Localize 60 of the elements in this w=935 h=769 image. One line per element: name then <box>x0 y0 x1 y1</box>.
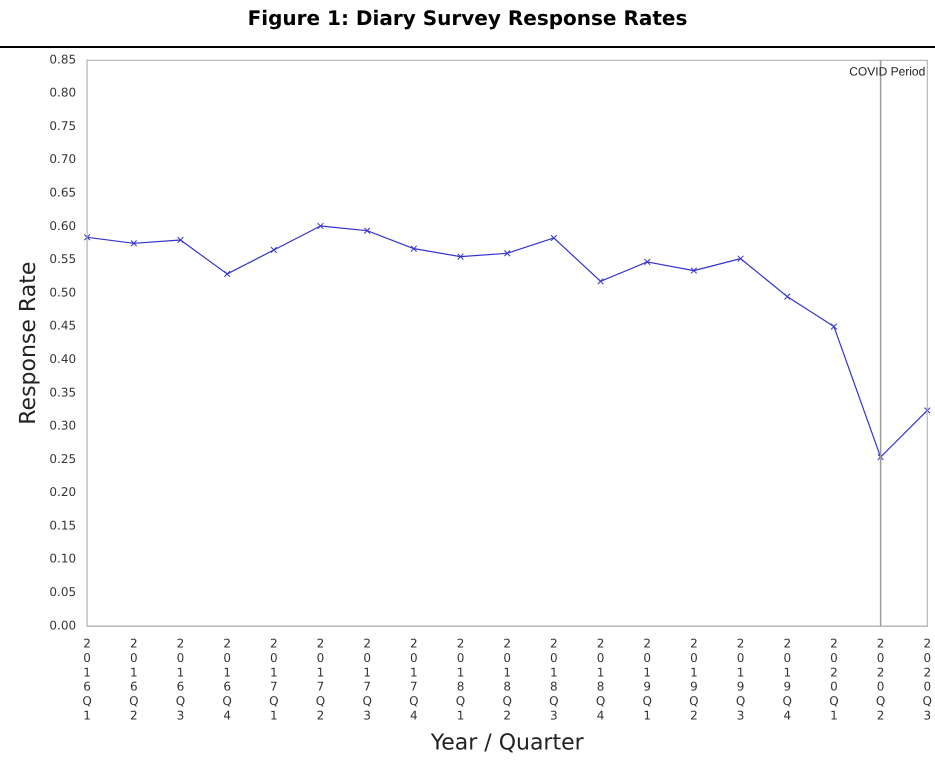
y-tick-label: 0.80 <box>49 86 76 100</box>
point <box>504 250 511 257</box>
x-tick-label: 2018Q3 <box>549 636 559 723</box>
point <box>644 258 651 266</box>
x-tick-label: 2020Q1 <box>829 636 839 723</box>
x-tick-label: 2019Q3 <box>736 636 746 723</box>
x-tick-label: 2020Q2 <box>876 636 886 723</box>
x-tick-label: 2017Q3 <box>362 636 372 723</box>
point <box>737 255 744 262</box>
y-tick-label: 0.45 <box>49 318 76 333</box>
point <box>877 454 884 460</box>
y-tick-label: 0.35 <box>49 385 76 400</box>
x-tick-label: 2018Q1 <box>456 636 466 723</box>
point <box>457 253 464 260</box>
x-tick-label: 2018Q4 <box>596 636 606 723</box>
point <box>830 323 838 330</box>
point <box>364 227 370 234</box>
point <box>130 240 138 247</box>
x-axis-title: Year / Quarter <box>430 730 585 756</box>
y-tick-label: 0.60 <box>49 218 76 233</box>
y-tick-label: 0.70 <box>49 152 76 166</box>
chart-title: Figure 1: Diary Survey Response Rates <box>246 6 688 30</box>
y-axis-title: Response Rate <box>16 262 41 425</box>
x-tick-label: 2016Q3 <box>176 636 186 723</box>
y-tick-label: 0.50 <box>49 285 76 300</box>
y-tick-label: 0.65 <box>49 186 76 200</box>
y-tick-label: 0.25 <box>49 452 76 466</box>
x-tick-label: 2019Q2 <box>689 636 699 723</box>
point <box>224 270 230 278</box>
y-tick-label: 0.00 <box>49 618 76 632</box>
y-tick-label: 0.30 <box>49 418 76 433</box>
point <box>177 236 184 244</box>
y-tick-label: 0.55 <box>49 252 76 266</box>
y-tick-label: 0.05 <box>49 585 76 600</box>
x-tick-label: 2019Q1 <box>642 636 652 723</box>
y-tick-label: 0.10 <box>49 552 76 566</box>
point <box>270 246 278 254</box>
y-tick-label: 0.15 <box>49 518 76 532</box>
point <box>550 234 558 242</box>
ref-line-label: COVID Period <box>849 64 926 79</box>
point <box>784 293 791 300</box>
point <box>317 222 324 230</box>
x-tick-label: 2017Q1 <box>269 636 279 723</box>
y-tick-label: 0.20 <box>49 485 76 500</box>
x-tick-label: 2018Q2 <box>502 636 512 723</box>
x-tick-label: 2016Q2 <box>129 636 139 723</box>
y-tick-label: 0.85 <box>49 52 76 66</box>
y-tick-label: 0.40 <box>49 352 76 366</box>
point <box>924 407 931 414</box>
y-tick-label: 0.75 <box>49 118 76 133</box>
x-tick-label: 2017Q4 <box>409 636 419 723</box>
x-tick-label: 2019Q4 <box>782 636 792 723</box>
x-tick-label: 2016Q4 <box>222 636 232 723</box>
point <box>410 245 418 252</box>
x-tick-label: 2020Q3 <box>922 636 932 723</box>
x-tick-label: 2017Q2 <box>316 636 326 723</box>
point <box>690 267 698 274</box>
x-tick-label: 2016Q1 <box>82 636 92 723</box>
point <box>84 234 90 241</box>
point <box>597 278 604 285</box>
